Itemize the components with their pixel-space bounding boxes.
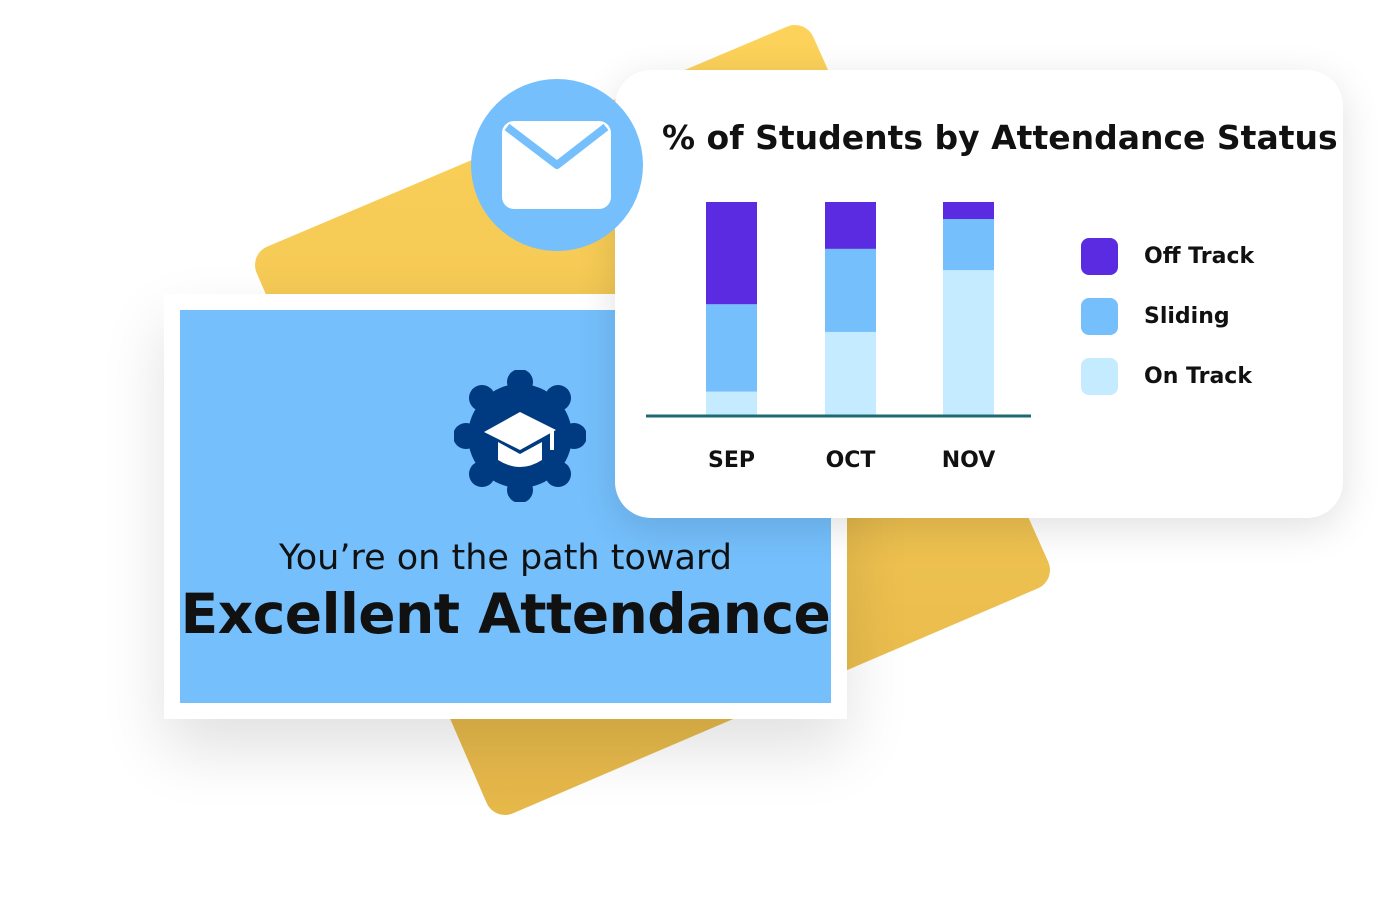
legend-label: Sliding	[1144, 303, 1230, 329]
x-tick-label: OCT	[826, 448, 876, 473]
envelope-icon	[502, 121, 611, 209]
legend-label: On Track	[1144, 363, 1252, 389]
attendance-message-panel: You’re on the path toward Excellent Atte…	[180, 310, 831, 703]
card-headline: Excellent Attendance	[180, 582, 831, 646]
stacked-bar-chart: SEP OCT NOV	[646, 202, 1031, 473]
legend-item-sliding: Sliding	[1081, 286, 1254, 346]
bar-oct-off-track	[825, 202, 876, 249]
legend-item-off-track: Off Track	[1081, 226, 1254, 286]
bar-nov-sliding	[943, 219, 994, 271]
x-tick-label: NOV	[942, 448, 996, 473]
bar-oct-sliding	[825, 248, 876, 332]
bar-sep-off-track	[706, 202, 757, 305]
chart-title: % of Students by Attendance Status	[662, 118, 1338, 157]
legend-swatch-sliding	[1081, 297, 1118, 335]
bar-sep-on-track	[706, 391, 757, 415]
legend-label: Off Track	[1144, 243, 1255, 269]
email-badge	[471, 79, 643, 251]
bar-nov-off-track	[943, 202, 994, 220]
legend-item-on-track: On Track	[1081, 346, 1254, 406]
attendance-chart-card: % of Students by Attendance Status SEP OC…	[615, 70, 1343, 518]
card-subtitle: You’re on the path toward	[279, 538, 732, 578]
bar-oct-on-track	[825, 331, 876, 415]
legend-swatch-off-track	[1081, 237, 1118, 275]
graduation-cap-gear-icon	[454, 370, 586, 502]
chart-legend: Off Track Sliding On Track	[1081, 226, 1254, 406]
legend-swatch-on-track	[1081, 357, 1118, 395]
x-tick-label: SEP	[708, 448, 755, 473]
bar-nov-on-track	[943, 270, 994, 415]
bar-sep-sliding	[706, 304, 757, 392]
